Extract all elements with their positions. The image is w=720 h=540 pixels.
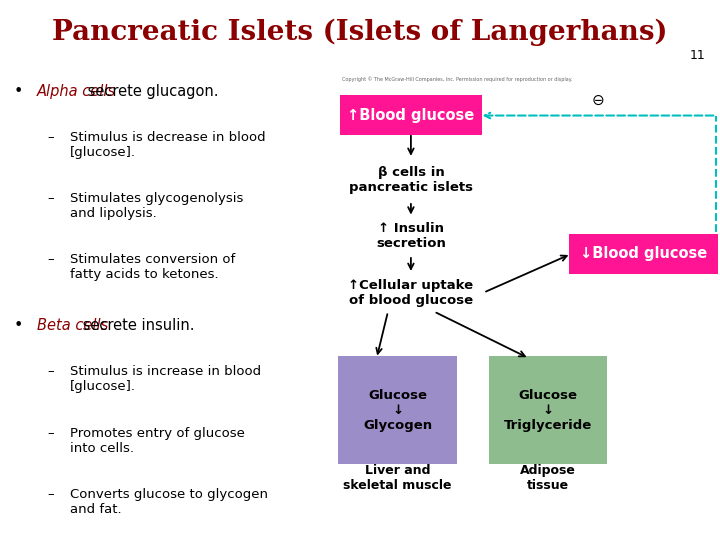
FancyBboxPatch shape (489, 356, 608, 464)
Text: Alpha cells: Alpha cells (37, 84, 116, 99)
Text: •: • (14, 319, 23, 334)
Text: Promotes entry of glucose
into cells.: Promotes entry of glucose into cells. (70, 427, 245, 455)
Text: –: – (47, 427, 53, 440)
Text: β cells in
pancreatic islets: β cells in pancreatic islets (349, 166, 473, 194)
Text: Stimulus is increase in blood
[glucose].: Stimulus is increase in blood [glucose]. (70, 366, 261, 394)
FancyBboxPatch shape (341, 96, 482, 135)
Text: Converts glucose to glycogen
and fat.: Converts glucose to glycogen and fat. (70, 488, 268, 516)
Text: ↑ Insulin
secretion: ↑ Insulin secretion (376, 222, 446, 250)
Text: Stimulus is decrease in blood
[glucose].: Stimulus is decrease in blood [glucose]. (70, 131, 266, 159)
Text: Adipose
tissue: Adipose tissue (521, 464, 576, 492)
Text: Copyright © The McGraw-Hill Companies, Inc. Permission required for reproduction: Copyright © The McGraw-Hill Companies, I… (342, 77, 572, 82)
Text: Stimulates conversion of
fatty acids to ketones.: Stimulates conversion of fatty acids to … (70, 253, 235, 281)
Text: Stimulates glycogenolysis
and lipolysis.: Stimulates glycogenolysis and lipolysis. (70, 192, 243, 220)
Text: 11: 11 (690, 49, 706, 62)
FancyBboxPatch shape (338, 356, 456, 464)
Text: Beta cells: Beta cells (37, 319, 108, 334)
FancyBboxPatch shape (570, 234, 718, 274)
Text: Liver and
skeletal muscle: Liver and skeletal muscle (343, 464, 451, 492)
Text: secrete insulin.: secrete insulin. (78, 319, 195, 334)
Text: Glucose
↓
Triglyceride: Glucose ↓ Triglyceride (504, 389, 593, 431)
Text: Pancreatic Islets (Islets of Langerhans): Pancreatic Islets (Islets of Langerhans) (53, 19, 667, 46)
Text: ⊖: ⊖ (592, 92, 604, 107)
Text: Glucose
↓
Glycogen: Glucose ↓ Glycogen (363, 389, 432, 431)
Text: ↓Blood glucose: ↓Blood glucose (580, 246, 707, 261)
Text: –: – (47, 253, 53, 266)
Text: –: – (47, 192, 53, 205)
Text: secrete glucagon.: secrete glucagon. (83, 84, 218, 99)
Text: ↑Blood glucose: ↑Blood glucose (347, 108, 474, 123)
Text: –: – (47, 488, 53, 501)
Text: –: – (47, 366, 53, 379)
Text: •: • (14, 84, 23, 99)
Text: –: – (47, 131, 53, 144)
Text: ↑Cellular uptake
of blood glucose: ↑Cellular uptake of blood glucose (348, 279, 474, 307)
